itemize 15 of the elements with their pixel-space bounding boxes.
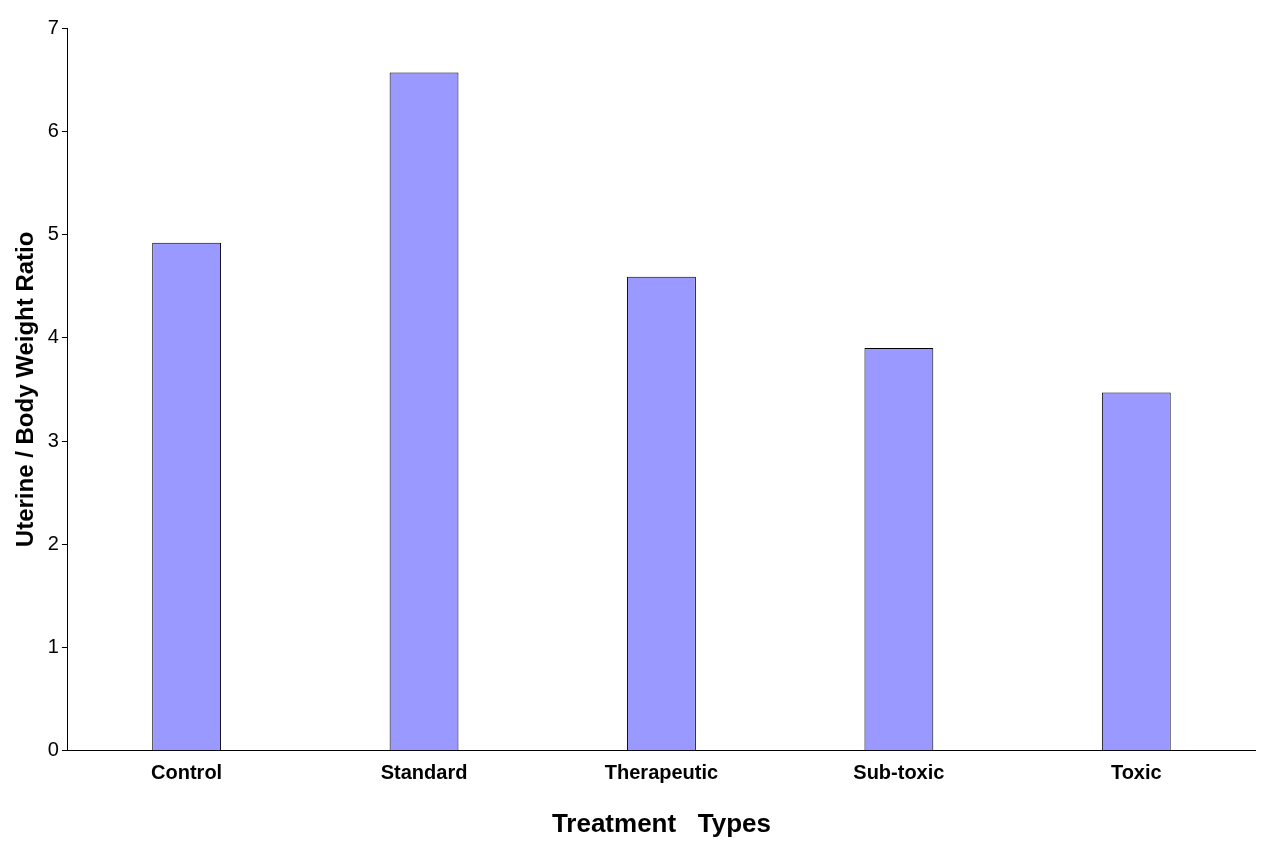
- y-tick-label: 0: [47, 738, 59, 761]
- y-tick-label: 1: [47, 635, 59, 658]
- x-tick-label: Control: [151, 761, 223, 784]
- x-tick-label: Standard: [380, 761, 468, 784]
- x-tick-label: Sub-toxic: [853, 761, 945, 784]
- x-tick-label: Toxic: [1110, 761, 1162, 784]
- x-tick-label: Therapeutic: [604, 761, 719, 784]
- y-tick-label: 5: [47, 222, 59, 245]
- y-tick-label: 7: [47, 15, 59, 38]
- y-tick-label: 2: [47, 531, 59, 554]
- y-axis-title: Uterine / Body Weight Ratio: [11, 231, 39, 548]
- y-tick-label: 4: [47, 325, 59, 348]
- y-tick-label: 3: [47, 428, 59, 451]
- x-axis-title: Treatment Types: [551, 807, 772, 838]
- y-tick-label: 6: [47, 118, 59, 141]
